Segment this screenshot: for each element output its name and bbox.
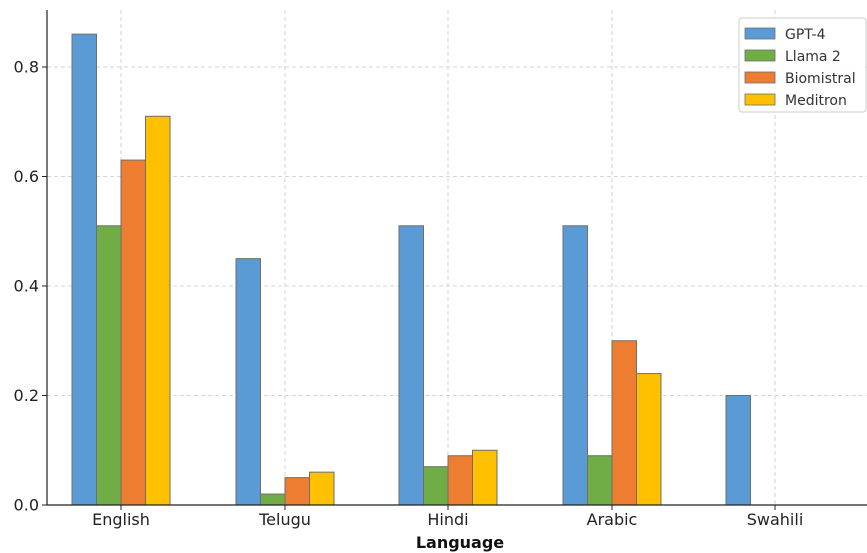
- axes: [46, 10, 867, 506]
- bar-meditron-hindi: [472, 449, 498, 506]
- y-tick-label: 0.6: [14, 167, 39, 186]
- x-tick-label: Arabic: [587, 510, 638, 529]
- legend-label: GPT-4: [785, 27, 826, 43]
- x-tick-label: English: [92, 510, 150, 529]
- x-tick-label: Hindi: [427, 510, 468, 529]
- legend-label: Meditron: [785, 93, 847, 109]
- legend-label: Biomistral: [785, 71, 856, 87]
- bar-meditron-english: [145, 115, 171, 506]
- legend-swatch: [744, 49, 776, 62]
- bar-biomistral-english: [120, 159, 146, 506]
- legend: GPT-4 Llama 2 Biomistral Meditron: [738, 17, 867, 113]
- x-tick-label: Swahili: [747, 510, 804, 529]
- bar-biomistral-hindi: [447, 455, 473, 506]
- legend-label: Llama 2: [785, 49, 841, 65]
- y-tick-label: 0.2: [14, 386, 39, 405]
- bar-meditron-telugu: [309, 471, 335, 506]
- bar-meditron-arabic: [636, 373, 662, 506]
- bar-gpt-4-telugu: [235, 258, 261, 506]
- bar-gpt-4-swahili: [725, 395, 751, 506]
- legend-box: [738, 17, 867, 113]
- x-tick-label: Telugu: [258, 510, 311, 529]
- x-axis-title: Language: [416, 533, 504, 552]
- bar-gpt-4-english: [71, 33, 97, 506]
- bar-biomistral-telugu: [284, 477, 310, 506]
- x-axis-ticks: English Telugu Hindi Arabic Swahili: [92, 505, 803, 529]
- y-tick-label: 0.4: [14, 277, 39, 296]
- y-tick-label: 0.0: [14, 496, 39, 515]
- y-axis-ticks: 0.0 0.2 0.4 0.6 0.8: [14, 58, 47, 515]
- bar-llama-2-hindi: [423, 466, 449, 506]
- bar-llama-2-english: [96, 225, 122, 506]
- bar-llama-2-arabic: [587, 455, 613, 506]
- y-tick-label: 0.8: [14, 58, 39, 77]
- bar-llama-2-telugu: [260, 493, 286, 506]
- legend-swatch: [744, 71, 776, 84]
- legend-swatch: [744, 93, 776, 106]
- bars: [71, 33, 751, 506]
- grid-lines: [47, 10, 867, 505]
- bar-biomistral-arabic: [611, 340, 637, 506]
- bar-gpt-4-hindi: [398, 225, 424, 506]
- bar-gpt-4-arabic: [562, 225, 588, 506]
- legend-swatch: [744, 27, 776, 40]
